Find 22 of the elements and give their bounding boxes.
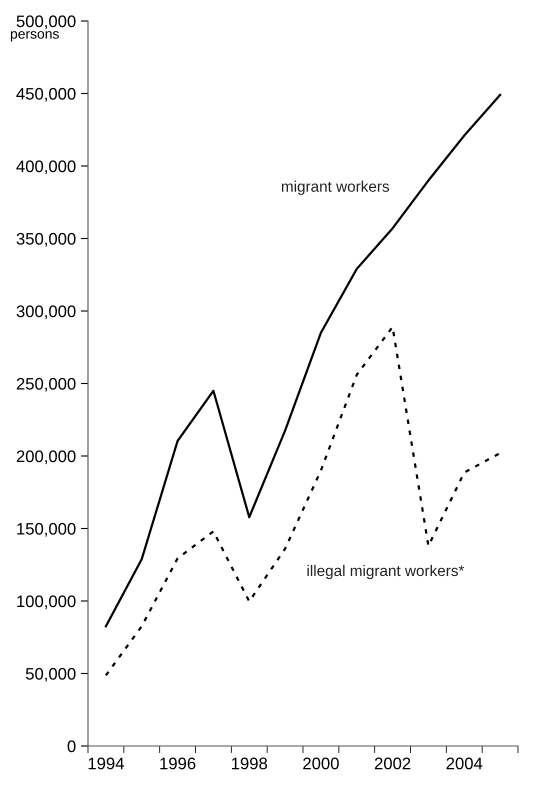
x-tick-label: 2000 (303, 758, 339, 770)
y-tick-label: 200,000 (16, 450, 76, 464)
y-tick-label: 150,000 (17, 522, 76, 537)
y-tick-label: 500,000 (16, 15, 76, 30)
series-label: illegal migrant workers* (307, 564, 464, 580)
y-tick-label: 100,000 (17, 595, 76, 610)
y-tick-label: 250,000 (16, 378, 76, 392)
y-tick-label: 50,000 (26, 668, 76, 682)
x-tick-label: 1994 (88, 758, 124, 770)
x-tick-label: 1998 (232, 758, 268, 770)
y-tick-label: 300,000 (16, 305, 76, 320)
y-tick-label: 0 (68, 740, 76, 752)
line-series (104, 326, 502, 676)
y-tick-label: 350,000 (16, 232, 76, 247)
x-tick-label: 1996 (160, 758, 196, 770)
x-tick-label: 2004 (446, 758, 482, 770)
y-tick-label: 400,000 (16, 160, 76, 174)
line-series (104, 94, 502, 628)
y-tick-label: 450,000 (16, 88, 76, 102)
series-label: migrant workers (282, 180, 390, 195)
y-axis-title: persons (10, 31, 59, 42)
x-tick-label: 2002 (374, 758, 410, 770)
